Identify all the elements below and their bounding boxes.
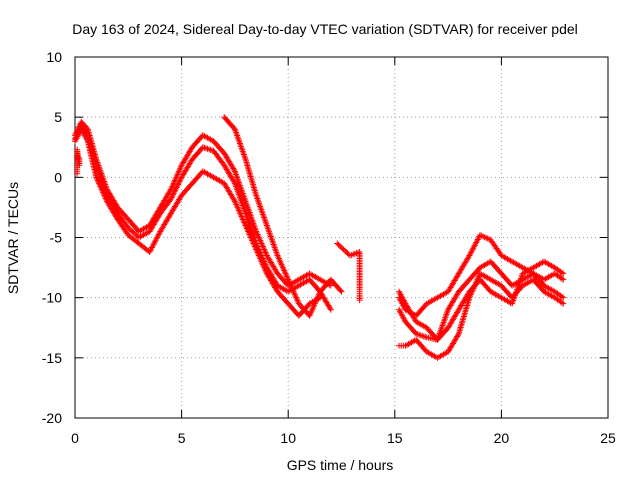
data-point [560,300,567,307]
series-track-5 [334,240,363,304]
data-points [72,114,567,361]
data-point [176,178,183,185]
series-track-4 [221,114,345,319]
data-point [558,275,565,282]
data-point [420,333,427,340]
x-tick-label: 5 [178,430,186,446]
axis-ticks [74,56,609,419]
series-track-6 [74,146,83,177]
data-point [558,299,565,306]
data-point [76,155,83,162]
y-tick-label: -5 [50,230,63,246]
data-point [560,276,567,283]
data-point [167,195,174,202]
data-point [172,185,179,192]
data-point [174,182,181,189]
grid-lines [75,57,608,418]
data-point [231,166,238,173]
data-point [327,305,334,312]
data-point [175,180,182,187]
data-point [337,287,344,294]
y-tick-label: -10 [42,290,62,306]
data-point [327,306,334,313]
y-tick-label: -20 [42,410,62,426]
data-point [338,288,345,295]
data-point [202,145,209,152]
tick-labels: 0 5 10 15 20 25 -20 -15 -10 -5 0 5 10 [42,49,616,446]
x-tick-label: 0 [71,430,79,446]
data-point [169,193,176,200]
x-tick-label: 20 [494,430,510,446]
data-point [356,297,363,304]
data-point [454,332,461,339]
data-point [327,282,334,289]
data-point [560,270,567,277]
data-point [560,294,567,301]
data-point [173,184,180,191]
series-track-8 [396,258,567,343]
data-point [171,188,178,195]
data-point [558,293,565,300]
data-point [167,187,174,194]
x-tick-label: 10 [280,430,296,446]
y-tick-label: 0 [54,169,62,185]
data-point [168,194,175,201]
y-tick-label: 10 [46,49,62,65]
x-tick-label: 25 [600,430,616,446]
data-point [204,145,211,152]
series-track-10 [396,258,567,343]
data-point [175,181,182,188]
data-point [170,190,177,197]
chart-title: Day 163 of 2024, Sidereal Day-to-day VTE… [72,21,578,37]
data-point [417,332,424,339]
y-tick-label: -15 [42,350,62,366]
data-point [177,177,184,184]
data-point [419,332,426,339]
data-point [231,178,238,185]
data-point [172,187,179,194]
y-tick-label: 5 [54,109,62,125]
data-point [231,197,238,204]
x-axis-label: GPS time / hours [287,457,394,473]
data-point [558,269,565,276]
data-point [206,146,213,153]
data-point [170,191,177,198]
data-point [422,333,429,340]
x-tick-label: 15 [387,430,403,446]
y-axis-label: SDTVAR / TECUs [5,182,21,294]
